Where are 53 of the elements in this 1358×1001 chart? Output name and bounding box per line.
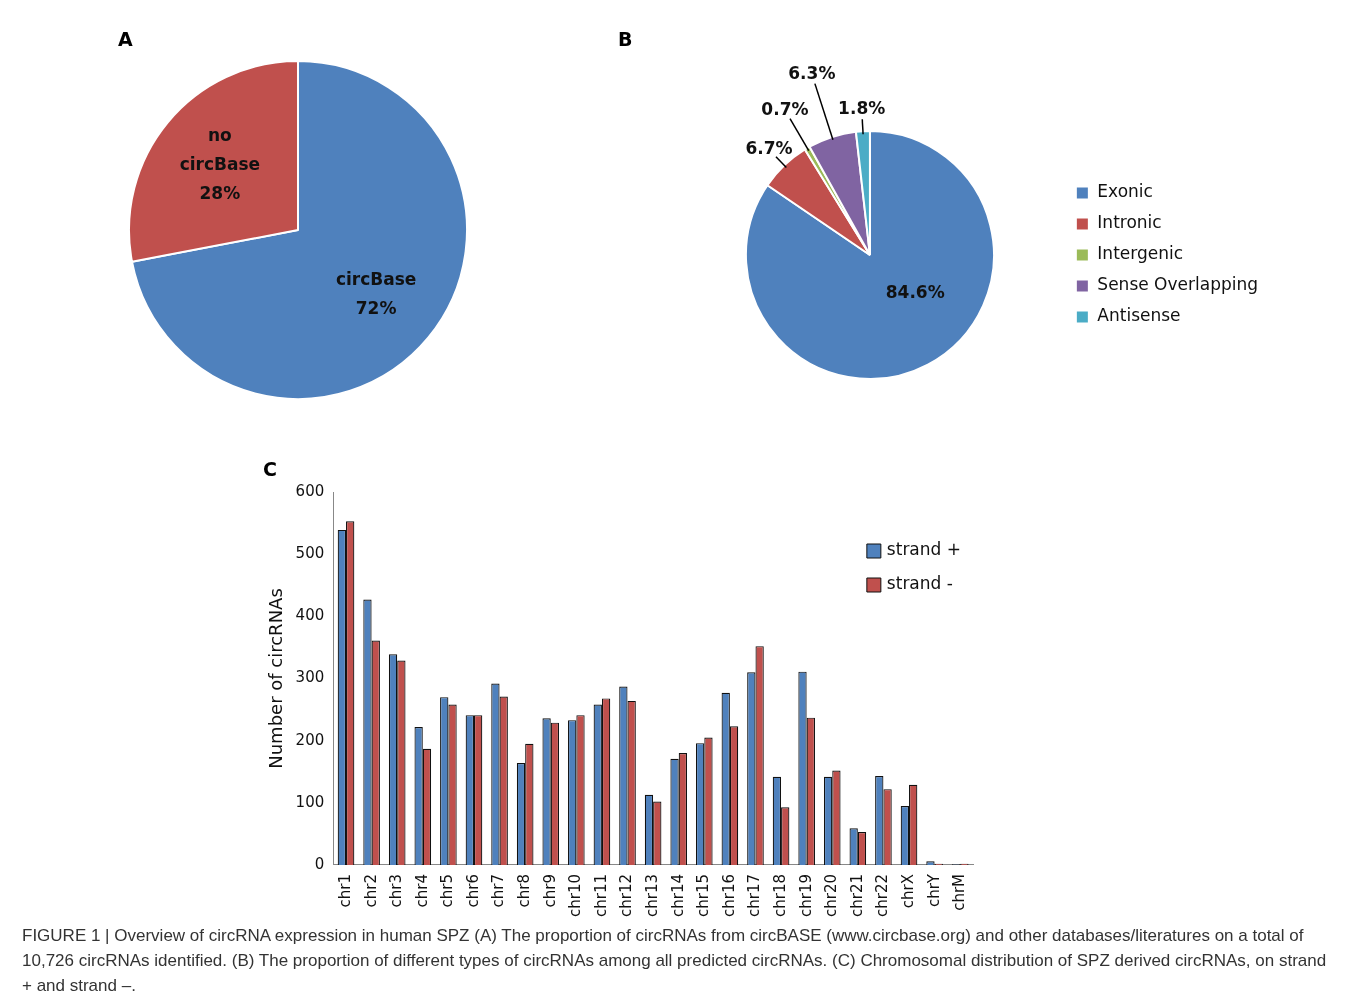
chart-title: C: [263, 458, 278, 480]
x-tick-label: chrM: [950, 873, 969, 911]
y-tick-label: 0: [314, 854, 325, 873]
legend-label: strand -: [886, 573, 953, 594]
x-tick-label: chr19: [796, 873, 815, 918]
caption: FIGURE 1 | Overview of circRNA expression in human SPZ (A) The proportion of circRNAs from circBASE (www.circbase.org) and other databases/literatures on a total of 10,726 circRNAs identified. (B) The proportion of different types of circRNAs among all predicted circRNAs. (C) Chromosomal distribution of SPZ derived circRNAs, on strand + and strand –.: [22, 925, 1328, 997]
x-tick-label: chr14: [668, 873, 687, 918]
x-tick-label: chrX: [898, 873, 917, 909]
y-tick-label: 200: [295, 730, 325, 749]
x-tick-label: chr13: [643, 873, 662, 918]
data-label: 84.6%: [885, 281, 945, 302]
x-tick-label: chr17: [745, 873, 764, 918]
x-tick-label: chr1: [335, 873, 354, 908]
y-tick-label: 300: [295, 668, 325, 687]
y-tick-label: 100: [295, 792, 325, 811]
legend-label: Exonic: [1097, 181, 1153, 202]
data-label: 0.7%: [761, 98, 809, 119]
data-label: 1.8%: [838, 97, 886, 118]
legend-label: Intronic: [1097, 212, 1162, 233]
data-label: 28%: [199, 182, 241, 203]
data-label: 72%: [355, 297, 397, 318]
chart-title: A: [118, 28, 134, 50]
data-label: 6.7%: [745, 137, 793, 158]
x-tick-label: chr10: [566, 873, 585, 918]
x-tick-label: chr3: [387, 873, 406, 908]
x-tick-label: chr15: [694, 873, 713, 918]
data-label: 6.3%: [788, 62, 836, 83]
y-axis-title: Number of circRNAs: [265, 588, 287, 769]
slice-label: circBase: [335, 268, 417, 289]
x-tick-label: chr4: [412, 873, 431, 908]
x-tick-label: chr20: [822, 873, 841, 918]
y-tick-label: 400: [295, 606, 325, 625]
x-tick-label: chr2: [361, 873, 380, 908]
x-tick-label: chr11: [591, 873, 610, 918]
x-tick-label: chr12: [617, 873, 636, 918]
x-tick-label: chr6: [463, 873, 482, 908]
chart-title: B: [618, 28, 634, 50]
x-tick-label: chr5: [438, 873, 457, 908]
legend-label: strand +: [886, 539, 962, 560]
y-tick-label: 500: [295, 544, 325, 563]
x-tick-label: chr8: [515, 873, 534, 908]
legend-label: Antisense: [1097, 305, 1181, 326]
slice-label: no circBase: [179, 124, 261, 174]
x-tick-label: chr7: [489, 873, 508, 908]
x-tick-label: chr21: [847, 873, 866, 918]
x-tick-label: chrY: [924, 873, 943, 908]
x-tick-label: chr16: [719, 873, 738, 918]
x-tick-label: chr22: [873, 873, 892, 918]
x-tick-label: chr18: [770, 873, 789, 918]
x-tick-label: chr9: [540, 873, 559, 908]
legend-label: Intergenic: [1097, 243, 1184, 264]
legend-label: Sense Overlapping: [1097, 274, 1259, 295]
y-tick-label: 600: [295, 481, 325, 500]
